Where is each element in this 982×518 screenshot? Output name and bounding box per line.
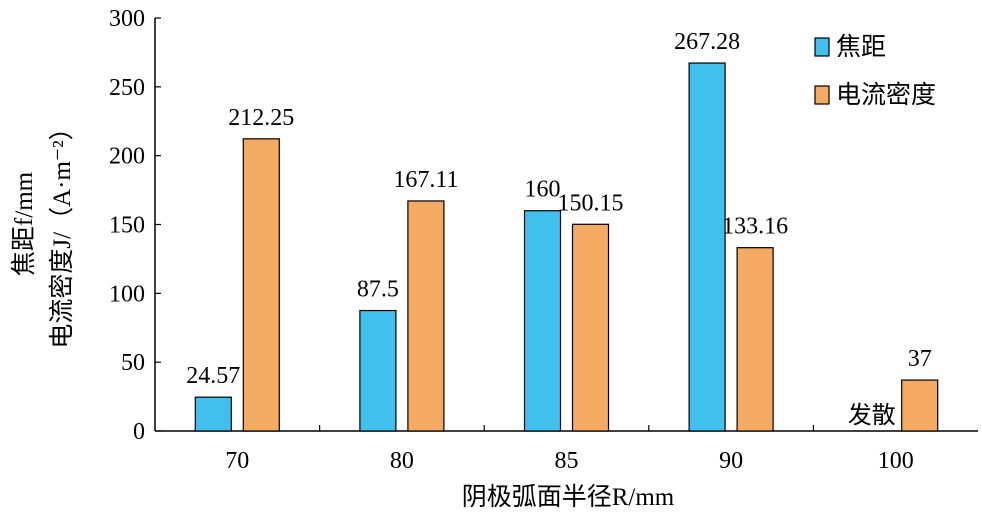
y-tick-label: 100 <box>109 281 145 307</box>
y-tick-label: 250 <box>109 75 145 101</box>
y-tick-label: 300 <box>109 6 145 32</box>
legend-swatch <box>814 37 830 57</box>
bars <box>194 62 939 432</box>
bar <box>359 309 397 432</box>
data-label: 37 <box>908 346 932 372</box>
y-tick-label: 0 <box>133 419 145 445</box>
bar <box>571 223 610 432</box>
bar <box>736 247 774 432</box>
y-tick-label: 200 <box>109 144 145 170</box>
y-axis-label-secondary: 电流密度J/（A·m⁻²） <box>48 115 76 348</box>
data-label: 150.15 <box>558 190 624 216</box>
data-label: 发散 <box>848 402 896 429</box>
bar <box>242 138 280 432</box>
data-label: 212.25 <box>228 105 294 131</box>
data-label: 167.11 <box>393 167 458 193</box>
bar <box>688 62 726 432</box>
x-tick-label: 100 <box>878 448 914 474</box>
legend-label: 电流密度 <box>836 81 936 109</box>
y-axis-ticks: 0 50 100 150 200 250 300 <box>109 6 161 445</box>
y-axis-label-primary: 焦距f/mm <box>10 171 38 276</box>
x-tick-label: 90 <box>719 448 743 474</box>
x-axis-ticks: 70 80 85 90 100 <box>225 425 914 474</box>
x-tick-label: 85 <box>555 448 579 474</box>
x-tick-label: 80 <box>390 448 414 474</box>
x-tick-label: 70 <box>225 448 249 474</box>
bar <box>407 200 445 432</box>
y-tick-label: 150 <box>109 213 145 239</box>
bar <box>901 379 939 432</box>
data-label: 24.57 <box>186 363 240 389</box>
legend-swatch <box>814 85 830 105</box>
data-label: 267.28 <box>674 29 740 55</box>
data-label: 160 <box>525 177 561 203</box>
y-tick-label: 50 <box>121 350 145 376</box>
data-label: 133.16 <box>722 214 788 240</box>
x-axis-label: 阴极弧面半径R/mm <box>462 483 675 511</box>
legend-label: 焦距 <box>836 33 886 61</box>
bar <box>194 396 232 432</box>
bar <box>523 210 562 432</box>
data-label: 87.5 <box>357 277 399 303</box>
